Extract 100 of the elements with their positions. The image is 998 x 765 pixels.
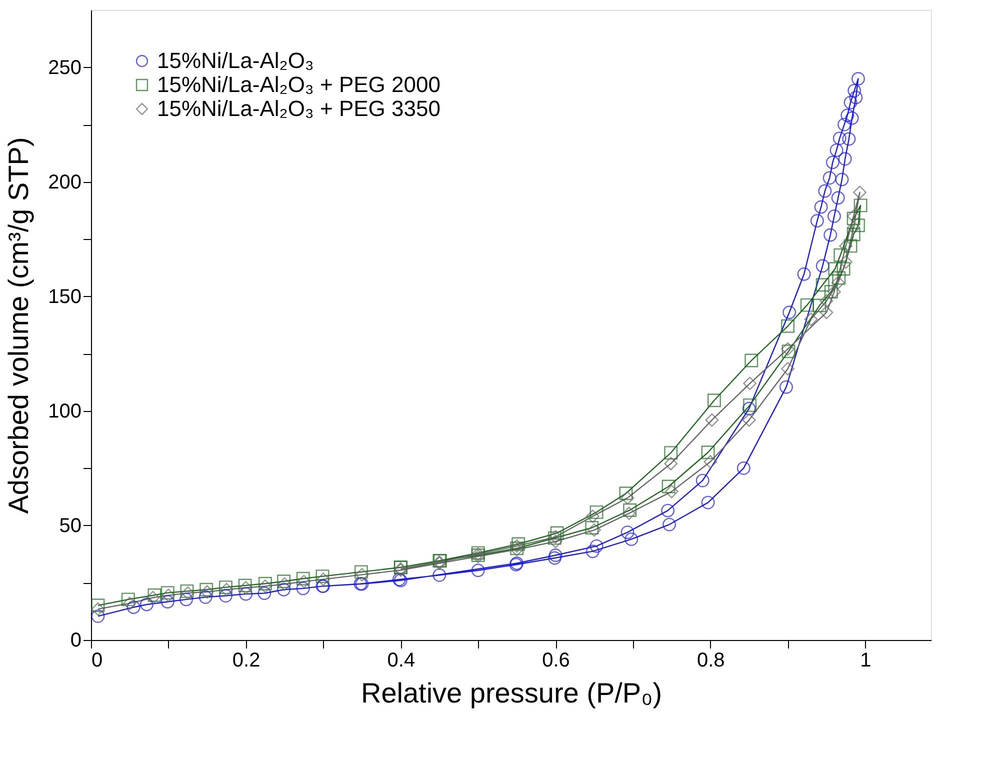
- point: [846, 209, 860, 223]
- point: [550, 526, 564, 540]
- point: [848, 84, 862, 98]
- x-tick-label: 0.8: [696, 650, 725, 672]
- y-tick-label: 200: [48, 171, 82, 194]
- point: [126, 600, 140, 614]
- point: [277, 574, 290, 588]
- point: [160, 595, 174, 608]
- legend-label: 15%Ni/La-Al₂O₃ + PEG 2000: [157, 72, 440, 97]
- point: [846, 228, 860, 242]
- point: [840, 108, 854, 122]
- point: [781, 319, 794, 333]
- point: [831, 276, 845, 290]
- point: [121, 592, 135, 606]
- point: [258, 586, 272, 600]
- point: [258, 576, 272, 590]
- point: [623, 503, 637, 517]
- point: [316, 572, 330, 586]
- point: [296, 582, 310, 596]
- point: [218, 589, 232, 602]
- point: [91, 598, 105, 612]
- point: [239, 581, 253, 594]
- point: [239, 587, 253, 601]
- point: [797, 267, 811, 281]
- point: [548, 548, 562, 562]
- point: [742, 402, 756, 416]
- point: [701, 496, 715, 510]
- point: [832, 132, 846, 146]
- point: [804, 312, 818, 326]
- legend-label: 15%Ni/La-Al₂O₃: [157, 48, 314, 73]
- point: [838, 152, 852, 166]
- point: [816, 259, 830, 273]
- point: [620, 526, 634, 540]
- point: [585, 521, 599, 534]
- point: [828, 285, 841, 299]
- point: [586, 544, 600, 558]
- point: [743, 376, 757, 390]
- point: [432, 568, 446, 582]
- point: [782, 344, 796, 358]
- point: [782, 306, 796, 320]
- point: [704, 455, 718, 468]
- point: [664, 456, 678, 470]
- point: [122, 596, 136, 610]
- point: [696, 474, 710, 488]
- point: [781, 342, 794, 356]
- point: [91, 602, 105, 616]
- point: [816, 278, 830, 292]
- point: [146, 590, 160, 604]
- point: [853, 186, 866, 200]
- point: [844, 239, 858, 253]
- x-tick-label: 0.4: [387, 650, 416, 672]
- point: [664, 446, 678, 460]
- point: [818, 184, 832, 198]
- point: [838, 118, 852, 132]
- point: [842, 132, 856, 146]
- point: [849, 90, 863, 104]
- point: [619, 486, 633, 500]
- point: [548, 551, 562, 565]
- x-tick-label: 0.6: [542, 650, 570, 672]
- point: [661, 504, 674, 518]
- point: [812, 298, 826, 312]
- point: [590, 505, 604, 519]
- point: [200, 582, 214, 596]
- point: [854, 198, 868, 212]
- point: [198, 590, 212, 604]
- point: [824, 228, 838, 242]
- point: [238, 578, 252, 592]
- point: [822, 171, 836, 185]
- point: [845, 111, 859, 125]
- point: [296, 572, 310, 586]
- point: [180, 592, 193, 606]
- point: [844, 96, 858, 110]
- point: [355, 568, 369, 582]
- point: [828, 209, 841, 223]
- point: [832, 271, 846, 285]
- point: [839, 255, 853, 269]
- point: [834, 248, 848, 262]
- point: [200, 585, 214, 599]
- point: [828, 262, 842, 276]
- point: [800, 298, 814, 312]
- point: [846, 212, 860, 226]
- point: [624, 532, 638, 546]
- y-tick-label: 250: [48, 56, 82, 79]
- point: [701, 446, 715, 460]
- point: [586, 510, 600, 524]
- point: [852, 218, 865, 232]
- point: [622, 506, 636, 520]
- point: [91, 609, 105, 623]
- point: [846, 220, 860, 234]
- y-axis-title: Adsorbed volume (cm³/g STP): [3, 137, 34, 514]
- point: [548, 534, 562, 548]
- point: [736, 461, 750, 475]
- point: [742, 413, 756, 427]
- point: [839, 239, 853, 253]
- point: [316, 570, 330, 584]
- x-tick-label: 1: [860, 650, 872, 672]
- point: [258, 579, 272, 593]
- point: [277, 582, 290, 596]
- y-tick-label: 0: [70, 630, 82, 652]
- legend-label: 15%Ni/La-Al₂O₃ + PEG 3350: [157, 96, 440, 121]
